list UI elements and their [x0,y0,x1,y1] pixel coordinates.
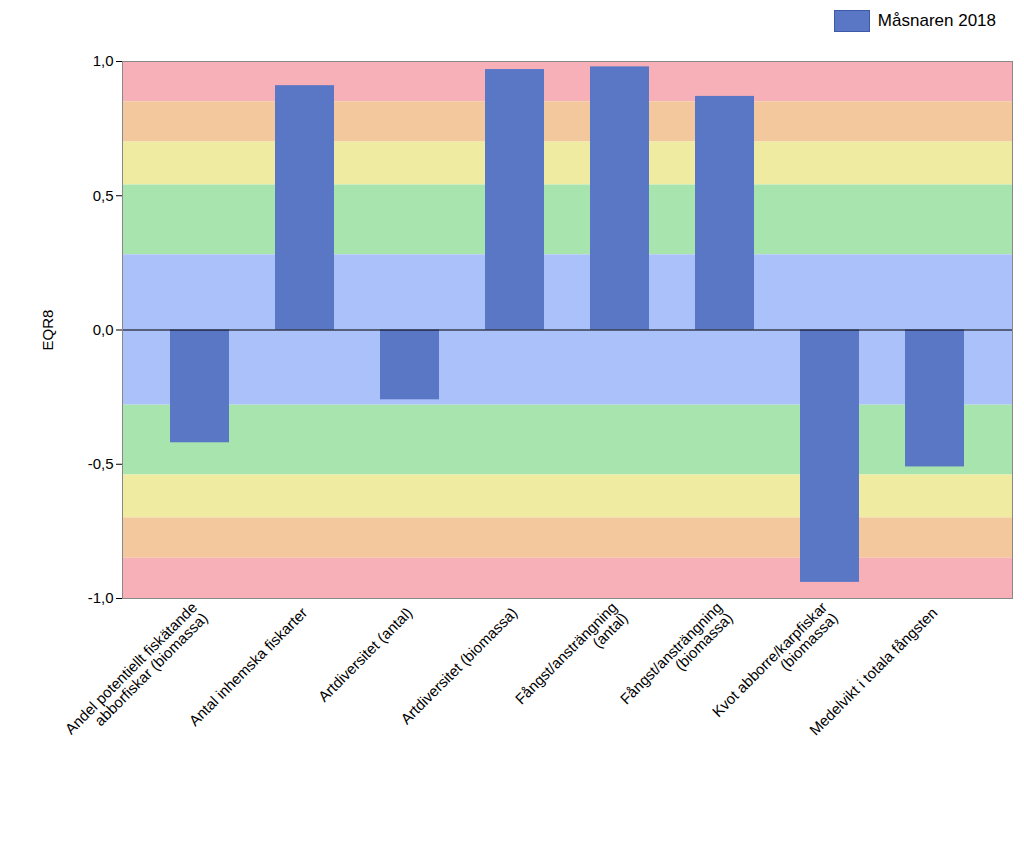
svg-text:Antal inhemska fiskarter: Antal inhemska fiskarter [185,604,310,729]
svg-text:0,0: 0,0 [93,321,114,338]
svg-text:Artdiversitet (antal): Artdiversitet (antal) [314,604,415,705]
svg-text:1,0: 1,0 [93,52,114,69]
svg-text:0,5: 0,5 [93,187,114,204]
svg-text:Fångst/ansträngning(antal): Fångst/ansträngning(antal) [511,599,630,718]
svg-text:EQR8: EQR8 [39,310,56,351]
svg-text:-0,5: -0,5 [88,455,114,472]
svg-text:Artdiversitet (biomassa): Artdiversitet (biomassa) [397,604,520,727]
svg-text:Medelvikt i totala fångsten: Medelvikt i totala fångsten [806,604,941,739]
svg-text:-1,0: -1,0 [88,589,114,606]
svg-text:Andel potentiellt fiskätandeab: Andel potentiellt fiskätandeabborfiskar … [61,599,210,748]
